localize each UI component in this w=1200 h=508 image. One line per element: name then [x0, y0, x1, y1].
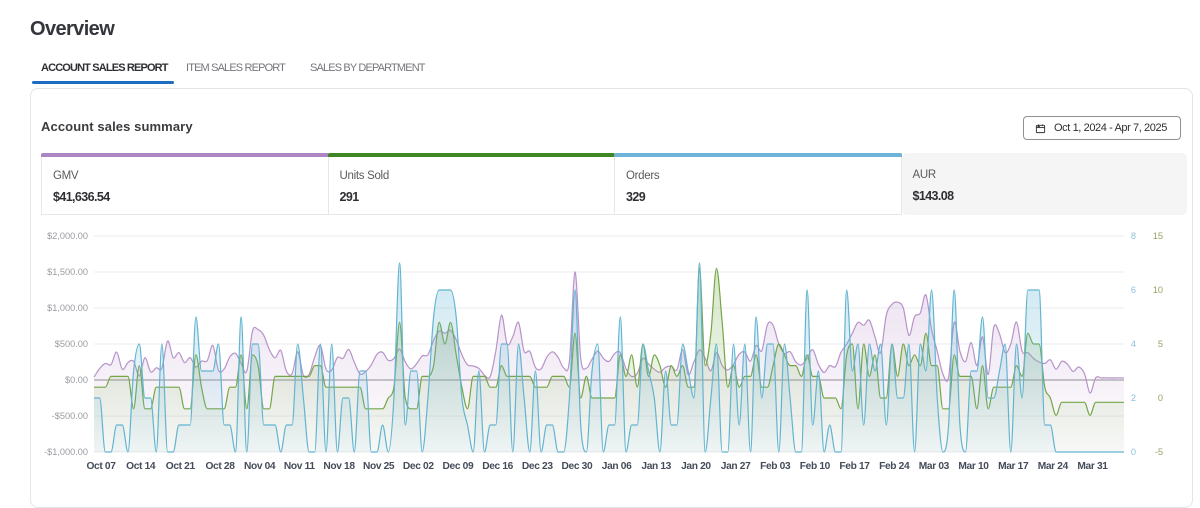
svg-text:Nov 04: Nov 04 — [244, 461, 276, 472]
svg-text:Mar 03: Mar 03 — [919, 461, 950, 472]
svg-text:Oct 21: Oct 21 — [166, 461, 196, 472]
svg-text:$500.00: $500.00 — [55, 339, 88, 349]
svg-text:8: 8 — [1131, 231, 1136, 241]
svg-text:Oct 14: Oct 14 — [126, 461, 156, 472]
svg-text:$1,500.00: $1,500.00 — [47, 267, 88, 277]
svg-text:Mar 24: Mar 24 — [1038, 461, 1069, 472]
svg-text:Feb 24: Feb 24 — [879, 461, 910, 472]
svg-text:Dec 30: Dec 30 — [562, 461, 593, 472]
svg-text:$2,000.00: $2,000.00 — [47, 231, 88, 241]
svg-text:Feb 03: Feb 03 — [760, 461, 791, 472]
svg-text:Jan 27: Jan 27 — [721, 461, 751, 472]
svg-text:Dec 23: Dec 23 — [522, 461, 553, 472]
svg-text:Mar 17: Mar 17 — [998, 461, 1029, 472]
svg-text:Jan 06: Jan 06 — [602, 461, 632, 472]
svg-text:-$1,000.00: -$1,000.00 — [44, 447, 88, 457]
svg-text:Mar 31: Mar 31 — [1077, 461, 1108, 472]
svg-text:-$500.00: -$500.00 — [52, 411, 88, 421]
svg-text:$1,000.00: $1,000.00 — [47, 303, 88, 313]
svg-text:Dec 09: Dec 09 — [443, 461, 474, 472]
svg-text:Dec 16: Dec 16 — [482, 461, 513, 472]
svg-text:Feb 17: Feb 17 — [839, 461, 870, 472]
svg-text:-5: -5 — [1155, 447, 1163, 457]
svg-text:Jan 20: Jan 20 — [681, 461, 711, 472]
svg-text:Dec 02: Dec 02 — [403, 461, 434, 472]
svg-text:Oct 28: Oct 28 — [205, 461, 235, 472]
svg-text:0: 0 — [1158, 393, 1163, 403]
svg-text:Mar 10: Mar 10 — [958, 461, 989, 472]
svg-text:15: 15 — [1153, 231, 1163, 241]
svg-text:Nov 18: Nov 18 — [323, 461, 355, 472]
svg-text:Nov 11: Nov 11 — [284, 461, 315, 472]
svg-text:5: 5 — [1158, 339, 1163, 349]
svg-text:Jan 13: Jan 13 — [641, 461, 671, 472]
svg-text:2: 2 — [1131, 393, 1136, 403]
svg-text:Nov 25: Nov 25 — [363, 461, 395, 472]
svg-text:0: 0 — [1131, 447, 1136, 457]
svg-text:Oct 07: Oct 07 — [86, 461, 116, 472]
svg-text:10: 10 — [1153, 285, 1163, 295]
svg-text:$0.00: $0.00 — [65, 375, 88, 385]
svg-text:6: 6 — [1131, 285, 1136, 295]
svg-text:Feb 10: Feb 10 — [800, 461, 831, 472]
svg-text:4: 4 — [1131, 339, 1136, 349]
